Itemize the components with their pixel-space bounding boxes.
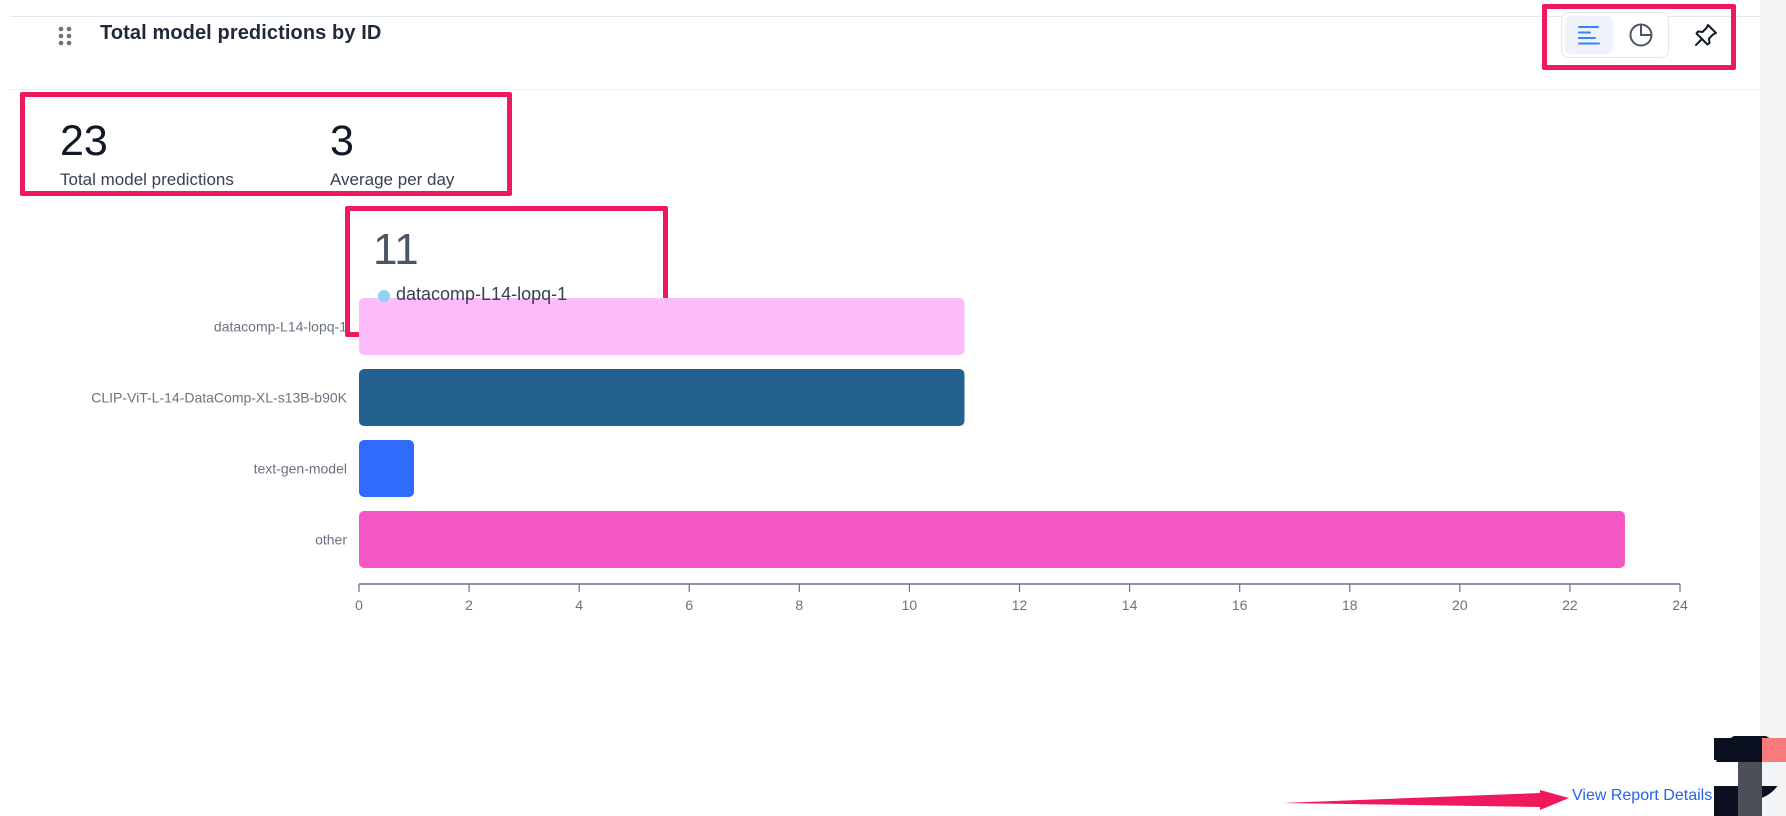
bar-3 <box>359 511 1625 568</box>
chat-widget-icon[interactable] <box>1708 736 1786 816</box>
chart-type-toggle <box>1561 12 1669 58</box>
x-tick-label-6: 12 <box>1012 597 1028 613</box>
toolbar-highlight-box <box>1542 4 1736 70</box>
average-per-day-value: 3 <box>330 117 354 165</box>
total-predictions-label: Total model predictions <box>60 170 234 189</box>
drag-handle-icon[interactable] <box>58 26 72 46</box>
average-per-day-label: Average per day <box>330 170 455 189</box>
category-label-1: CLIP-ViT-L-14-DataComp-XL-s13B-b90K <box>91 390 347 406</box>
x-tick-label-11: 22 <box>1562 597 1578 613</box>
bar-chart-toggle-button[interactable] <box>1565 16 1613 54</box>
tooltip-value: 11 <box>373 225 419 274</box>
tooltip-label: datacomp-L14-lopq-1 <box>396 284 568 304</box>
x-tick-label-10: 20 <box>1452 597 1468 613</box>
category-label-0: datacomp-L14-lopq-1 <box>214 319 347 335</box>
x-tick-label-7: 14 <box>1122 597 1138 613</box>
top-divider <box>10 16 1760 17</box>
x-tick-label-3: 6 <box>685 597 693 613</box>
view-report-details-link[interactable]: View Report Details <box>1572 787 1713 804</box>
x-tick-label-12: 24 <box>1672 597 1688 613</box>
stats-highlight-box <box>20 92 512 196</box>
total-predictions-value: 23 <box>60 117 108 165</box>
tooltip-series-dot <box>378 290 390 302</box>
horizontal-bars-icon <box>1578 26 1600 45</box>
pin-button[interactable] <box>1684 16 1728 54</box>
x-tick-label-8: 16 <box>1232 597 1248 613</box>
header-divider <box>10 89 1760 90</box>
x-tick-label-1: 2 <box>465 597 473 613</box>
page-gutter <box>1760 0 1786 816</box>
panel-title: Total model predictions by ID <box>100 22 382 44</box>
x-tick-label-5: 10 <box>902 597 918 613</box>
pie-chart-icon <box>1629 23 1653 47</box>
pie-chart-toggle-button[interactable] <box>1617 16 1665 54</box>
x-tick-label-9: 18 <box>1342 597 1358 613</box>
x-tick-label-0: 0 <box>355 597 363 613</box>
pin-icon <box>1695 24 1717 46</box>
bar-0 <box>359 298 965 355</box>
bar-chart: datacomp-L14-lopq-1 CLIP-ViT-L-14-DataCom… <box>91 298 1688 613</box>
x-tick-label-2: 4 <box>575 597 583 613</box>
x-tick-label-4: 8 <box>795 597 803 613</box>
category-label-2: text-gen-model <box>254 461 347 477</box>
bar-2 <box>359 440 415 497</box>
category-label-3: other <box>315 532 347 548</box>
bar-1 <box>359 369 965 426</box>
